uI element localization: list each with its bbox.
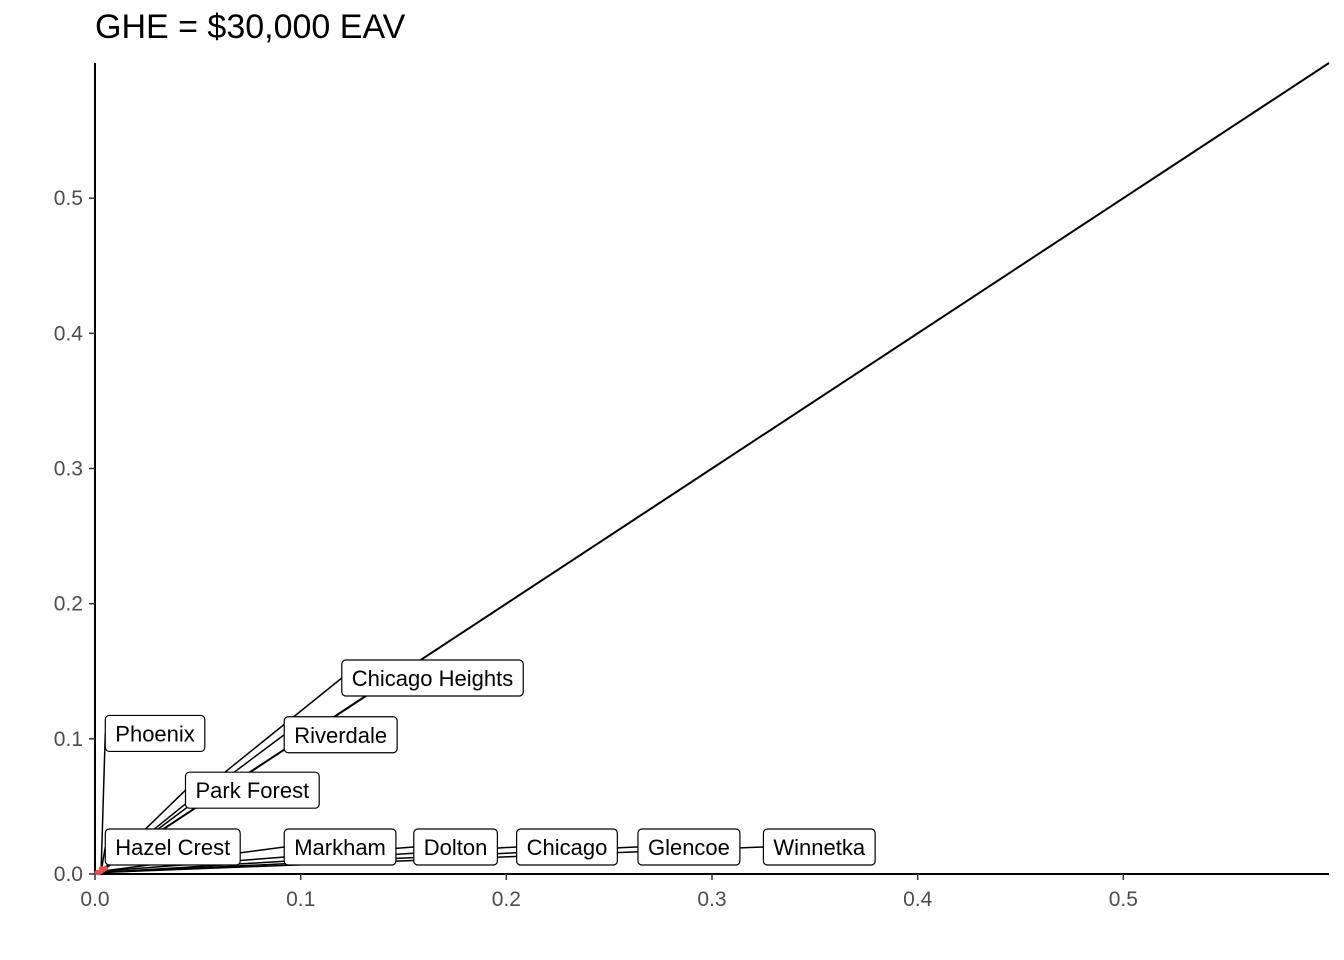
point-label: Dolton	[413, 828, 498, 866]
x-tick-label: 0.1	[286, 888, 315, 911]
point-label: Phoenix	[104, 714, 206, 753]
points	[94, 866, 108, 876]
point-label-box	[283, 828, 397, 866]
point-label-box	[184, 771, 320, 809]
leader-line	[100, 733, 107, 869]
point-labels: Phoenix Chicago Heights Riverdale Park Fore…	[104, 659, 876, 866]
point-label: Winnetka	[762, 828, 876, 866]
point-label-text: Riverdale	[294, 723, 387, 748]
y-tick-label: 0.0	[54, 863, 83, 886]
point-label-box	[516, 828, 618, 866]
point-label-text: Markham	[294, 835, 386, 860]
point-label-box	[104, 714, 206, 753]
point-label: Hazel Crest	[104, 828, 241, 866]
point-label-box	[762, 828, 876, 866]
y-tick-label: 0.2	[54, 593, 83, 616]
point-label-text: Park Forest	[195, 778, 309, 803]
x-tick-label: 0.2	[492, 888, 521, 911]
point-label-text: Chicago Heights	[352, 666, 513, 691]
y-tick-label: 0.4	[54, 322, 84, 345]
x-tick-label: 0.3	[697, 888, 726, 911]
point-label-text: Dolton	[424, 835, 488, 860]
reference-line	[94, 62, 1330, 875]
point-label: Markham	[283, 828, 397, 866]
point-label-box	[283, 716, 398, 754]
point-label-text: Chicago	[527, 835, 608, 860]
point-label-box	[413, 828, 498, 866]
data-point	[94, 870, 100, 876]
x-tick-label: 0.5	[1109, 888, 1138, 911]
point-label: Riverdale	[283, 716, 398, 754]
point-label-text: Winnetka	[773, 835, 865, 860]
x-tick-label: 0.0	[80, 888, 109, 911]
reference-line-layer	[94, 62, 1330, 875]
point-label: Park Forest	[184, 771, 320, 809]
y-tick-label: 0.3	[54, 458, 83, 481]
point-label-box	[637, 828, 741, 866]
point-label: Chicago	[516, 828, 618, 866]
point-label: Chicago Heights	[341, 659, 524, 697]
x-tick-label: 0.4	[903, 888, 933, 911]
chart-title: GHE = $30,000 EAV	[95, 8, 406, 46]
point-label-text: Glencoe	[648, 835, 730, 860]
point-label-text: Phoenix	[115, 721, 195, 746]
point-label-box	[341, 659, 524, 697]
axes: 0.0 0.1 0.2 0.3 0.4 0.5 0.0 0.1 0.2 0.3 0.4 0.5	[54, 63, 1329, 911]
point-label-box	[104, 828, 241, 866]
y-tick-label: 0.1	[54, 728, 83, 751]
point-label-text: Hazel Crest	[115, 835, 230, 860]
point-label: Glencoe	[637, 828, 741, 866]
y-tick-label: 0.5	[54, 187, 83, 210]
